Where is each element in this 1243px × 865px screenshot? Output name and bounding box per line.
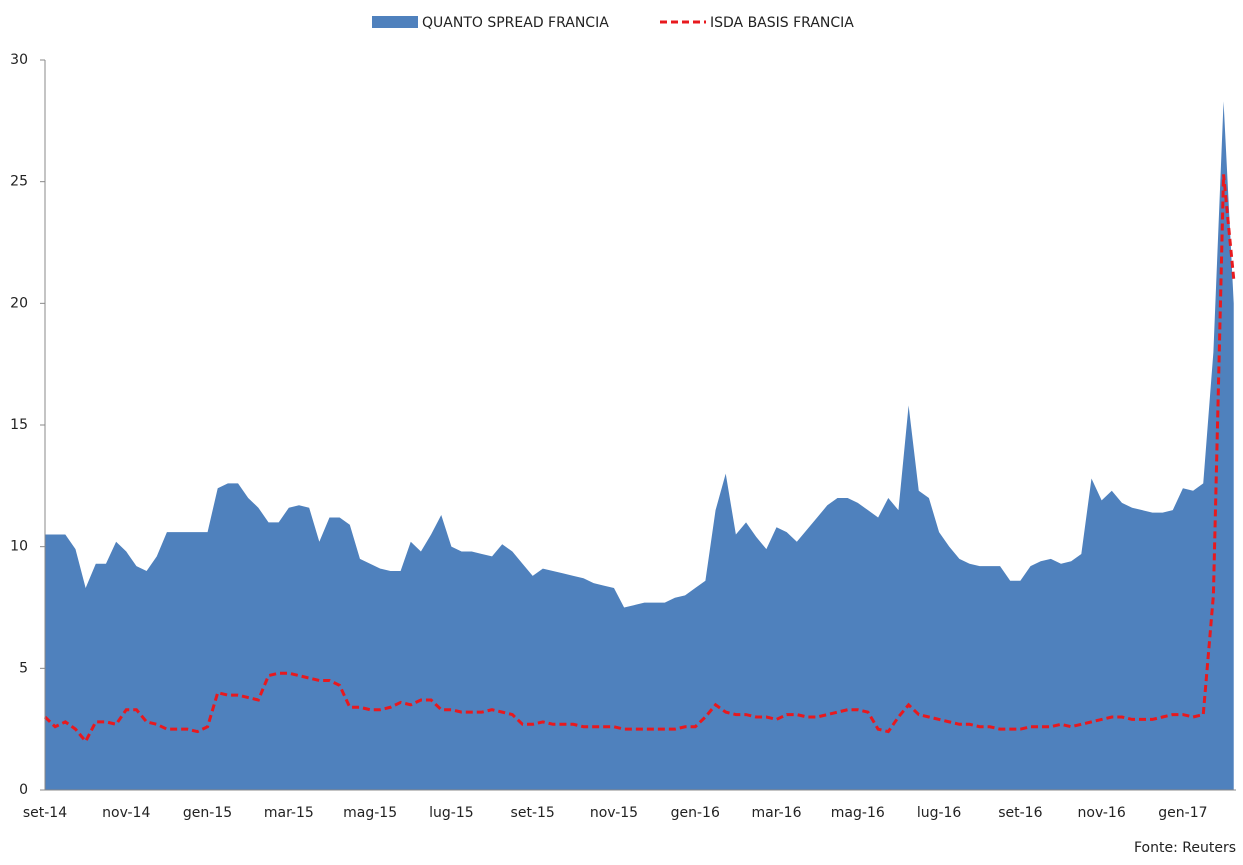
y-tick-label: 20 <box>10 295 28 311</box>
x-tick-label: set-15 <box>511 805 555 821</box>
line <box>43 174 1236 745</box>
legend-label: ISDA BASIS FRANCIA <box>710 15 854 31</box>
source: Fonte: Reuters <box>1134 840 1236 856</box>
x-tick-label: nov-16 <box>1078 805 1126 821</box>
x-tick-label: mag-16 <box>831 805 885 821</box>
legend-swatch <box>372 16 418 28</box>
x-tick-label: mar-15 <box>264 805 314 821</box>
x-tick-label: set-14 <box>23 805 67 821</box>
x-tick-label: nov-15 <box>590 805 638 821</box>
x-tick-label: gen-16 <box>671 805 720 821</box>
legend-label: QUANTO SPREAD FRANCIA <box>422 15 609 31</box>
x-tick-label: lug-15 <box>429 805 474 821</box>
y-tick-label: 0 <box>19 782 28 798</box>
y-tick-label: 10 <box>10 539 28 555</box>
x-tick-label: set-16 <box>998 805 1042 821</box>
y-tick-label: 30 <box>10 52 28 68</box>
y-tick-label: 15 <box>10 417 28 433</box>
x-tick-label: lug-16 <box>917 805 962 821</box>
y-tick-label: 5 <box>19 660 28 676</box>
area <box>45 101 1234 790</box>
x-tick-label: mag-15 <box>343 805 397 821</box>
x-tick-label: nov-14 <box>102 805 150 821</box>
x-tick-label: gen-15 <box>183 805 232 821</box>
y-tick-label: 25 <box>10 174 28 190</box>
x-tick-label: mar-16 <box>752 805 802 821</box>
x-tick-label: gen-17 <box>1158 805 1207 821</box>
